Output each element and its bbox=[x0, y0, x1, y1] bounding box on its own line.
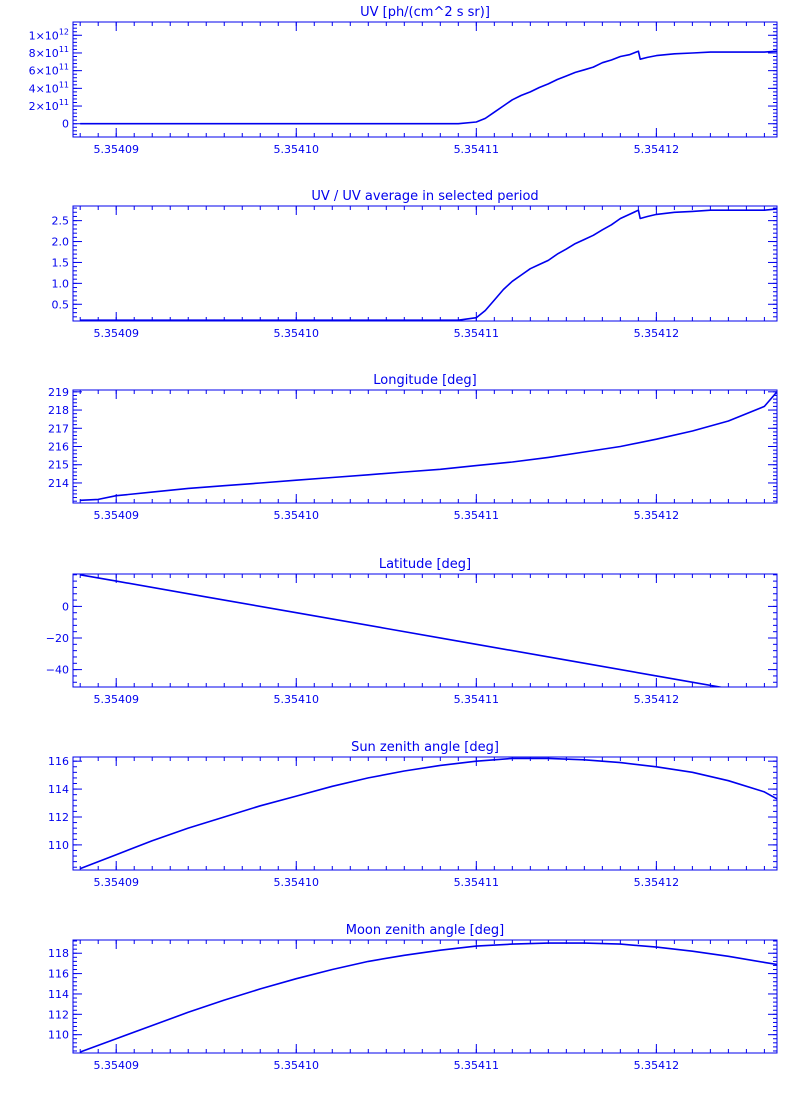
y-tick-label: 0 bbox=[62, 600, 69, 613]
x-tick-label: 5.35410 bbox=[274, 509, 320, 522]
x-tick-label: 5.35412 bbox=[634, 143, 680, 156]
x-tick-label: 5.35409 bbox=[93, 509, 139, 522]
y-tick-label: 214 bbox=[48, 477, 69, 490]
panel-longitude: Longitude [deg] 5.35409 5.35410 5.35411 5.35… bbox=[48, 373, 778, 522]
y-tick-label: 116 bbox=[48, 968, 69, 981]
y-tick-label: 0 bbox=[62, 118, 69, 131]
plot-frame bbox=[72, 205, 778, 322]
x-tick-label: 5.35410 bbox=[274, 327, 320, 340]
y-tick-label: −40 bbox=[46, 664, 69, 677]
plot-frame bbox=[72, 756, 778, 871]
y-tick-label: 2.5 bbox=[52, 215, 70, 228]
x-tick-label: 5.35412 bbox=[634, 509, 680, 522]
panel-title: Moon zenith angle [deg] bbox=[346, 923, 504, 938]
series-line bbox=[80, 391, 777, 502]
y-tick-label: 0.5 bbox=[52, 298, 70, 311]
y-tick-label: 116 bbox=[48, 755, 69, 768]
x-tick-label: 5.35411 bbox=[454, 876, 500, 889]
x-tick-label: 5.35410 bbox=[274, 876, 320, 889]
x-tick-label: 5.35410 bbox=[274, 693, 320, 706]
x-tick-label: 5.35412 bbox=[634, 693, 680, 706]
panel-title: Latitude [deg] bbox=[379, 557, 471, 572]
panel-title: Sun zenith angle [deg] bbox=[351, 740, 499, 755]
plot-frame bbox=[72, 389, 778, 504]
y-tick-label: 1.0 bbox=[52, 277, 70, 290]
plot-frame bbox=[72, 21, 778, 138]
y-tick-label: 2×1011 bbox=[29, 98, 69, 113]
panel-uv: UV [ph/(cm^2 s sr)] 5.35409 5.35410 5.35411… bbox=[29, 5, 778, 156]
y-tick-label: 2.0 bbox=[52, 236, 70, 249]
x-tick-label: 5.35409 bbox=[93, 876, 139, 889]
y-tick-label: 218 bbox=[48, 404, 69, 417]
series-line bbox=[80, 574, 725, 687]
panel-title: UV / UV average in selected period bbox=[311, 189, 538, 204]
panel-uv-ratio: UV / UV average in selected period 5.3540… bbox=[52, 189, 778, 340]
x-tick-label: 5.35409 bbox=[93, 143, 139, 156]
series-line bbox=[80, 50, 777, 125]
plot-frame bbox=[72, 573, 778, 688]
y-tick-label: 118 bbox=[48, 947, 69, 960]
panel-sun-zenith: Sun zenith angle [deg] 5.35409 5.35410 5.35… bbox=[48, 740, 778, 889]
y-tick-label: −20 bbox=[46, 632, 69, 645]
y-tick-label: 1×1012 bbox=[29, 27, 69, 42]
y-tick-label: 110 bbox=[48, 839, 69, 852]
series-line bbox=[79, 757, 777, 870]
panel-moon-zenith: Moon zenith angle [deg] 5.35409 5.35410 5.3… bbox=[48, 923, 778, 1072]
x-tick-label: 5.35412 bbox=[634, 1059, 680, 1072]
panel-title: Longitude [deg] bbox=[373, 373, 476, 388]
x-tick-label: 5.35411 bbox=[454, 143, 500, 156]
x-tick-label: 5.35412 bbox=[634, 327, 680, 340]
y-tick-label: 110 bbox=[48, 1029, 69, 1042]
x-tick-label: 5.35411 bbox=[454, 509, 500, 522]
x-tick-label: 5.35410 bbox=[274, 1059, 320, 1072]
series-line bbox=[79, 942, 777, 1053]
y-tick-label: 219 bbox=[48, 386, 69, 399]
x-tick-label: 5.35412 bbox=[634, 876, 680, 889]
y-tick-label: 112 bbox=[48, 811, 69, 824]
y-tick-label: 112 bbox=[48, 1008, 69, 1021]
y-tick-label: 114 bbox=[48, 988, 69, 1001]
y-tick-label: 215 bbox=[48, 459, 69, 472]
x-tick-label: 5.35409 bbox=[93, 1059, 139, 1072]
x-tick-label: 5.35410 bbox=[274, 143, 320, 156]
panel-title: UV [ph/(cm^2 s sr)] bbox=[360, 5, 490, 20]
x-tick-label: 5.35411 bbox=[454, 327, 500, 340]
y-tick-label: 1.5 bbox=[52, 256, 70, 269]
panel-latitude: Latitude [deg] 5.35409 5.35410 5.35411 5.354… bbox=[46, 557, 778, 706]
x-tick-label: 5.35411 bbox=[454, 693, 500, 706]
y-tick-label: 216 bbox=[48, 441, 69, 454]
x-tick-label: 5.35409 bbox=[93, 327, 139, 340]
y-tick-label: 114 bbox=[48, 783, 69, 796]
y-tick-label: 8×1011 bbox=[29, 45, 69, 60]
y-tick-label: 217 bbox=[48, 422, 69, 435]
y-tick-label: 6×1011 bbox=[29, 63, 69, 78]
x-tick-label: 5.35409 bbox=[93, 693, 139, 706]
x-tick-label: 5.35411 bbox=[454, 1059, 500, 1072]
plot-frame bbox=[72, 939, 778, 1054]
series-line bbox=[80, 208, 777, 321]
y-tick-label: 4×1011 bbox=[29, 80, 69, 95]
